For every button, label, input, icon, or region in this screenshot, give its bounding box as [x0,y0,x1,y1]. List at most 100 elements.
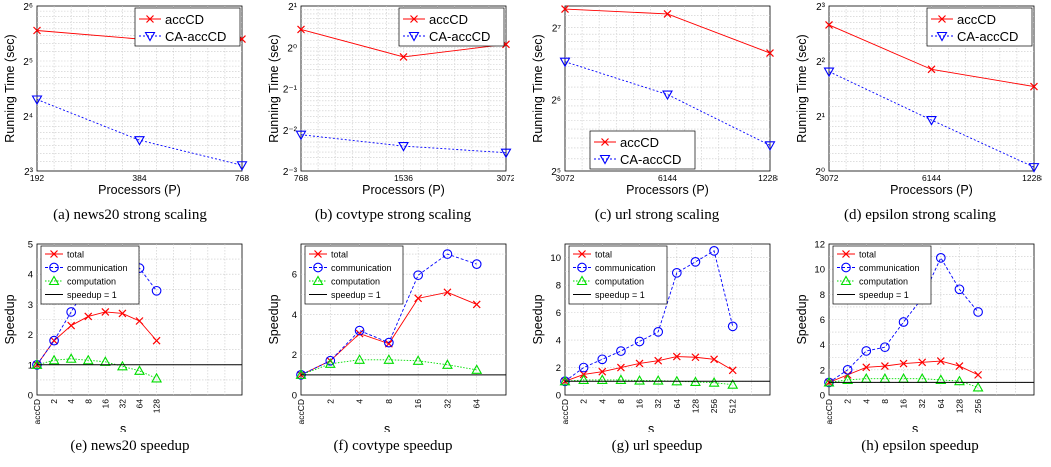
legend-label-total: total [331,250,348,260]
legend-label-ca-acccd: CA-accCD [429,29,490,44]
x-tick-label: 128 [152,399,162,413]
x-axis-label: s [384,422,390,432]
y-tick-label: 2⁵ [23,57,33,68]
data-point-ca-acccd [559,57,571,68]
legend-marker-computation [48,275,60,286]
y-tick-label: 2 [28,330,33,341]
data-point-communication [727,321,738,332]
y-tick-label: 0 [292,391,297,402]
x-tick-label: 64 [672,399,682,409]
data-point-computation [324,358,336,368]
legend: accCD CA-accCD [398,7,505,47]
y-tick-label: 3 [28,300,33,311]
data-point-total [974,370,983,379]
data-point-ca-acccd [31,95,43,106]
y-tick-label: 2 [292,350,297,361]
y-tick-label: 6 [556,308,561,319]
data-point-total [598,367,607,376]
data-point-ca-acccd [134,136,145,146]
caption-f: (f) covtype speedup [333,438,453,454]
series-line-ca-acccd [828,71,1035,168]
x-tick-label: 16 [899,399,909,409]
series-acccd [825,21,1038,91]
chart-news20-speedup: 0 1 2 3 4 5 accCD 2 4 8 16 32 64 128 s Speedup total comm… [3,240,243,432]
data-point-computation [935,374,947,384]
series-computation [31,353,163,383]
y-tick-label: 0 [820,391,825,402]
y-tick-label: 10 [550,253,561,264]
legend-marker-acccd [601,138,609,146]
data-point-ca-acccd [662,90,673,101]
data-point-total [936,357,945,365]
data-point-total [101,308,110,316]
series-ca-acccd [823,67,1040,173]
series-line-ca-acccd [36,99,243,166]
data-point-computation [954,375,965,386]
data-point-computation [471,364,483,374]
data-point-communication [442,249,453,259]
caption-a: (a) news20 strong scaling [53,207,207,223]
legend-marker-acccd [410,15,418,23]
series-line-computation [564,379,733,386]
data-point-communication [634,336,645,347]
data-point-total [672,352,681,361]
legend-marker-acccd [146,15,154,23]
data-point-ca-acccd [236,161,248,171]
data-point-computation [596,374,608,384]
series-acccd [561,5,774,57]
x-tick-label: 12288 [1022,173,1042,183]
data-point-total [728,366,737,375]
legend-marker-ca-acccd [408,31,420,42]
legend-marker-total [314,250,322,258]
y-tick-label: 2 [556,363,561,374]
data-point-total [135,317,144,325]
data-point-total [152,336,161,345]
caption-c: (c) url strong scaling [594,207,720,223]
data-point-communication [880,342,890,353]
y-tick-label: 2⁻¹ [283,85,298,96]
data-point-communication [597,354,608,365]
legend: accCD CA-accCD [589,130,696,170]
series-line-computation [828,378,979,388]
x-axis-label: Processors (P) [626,183,709,197]
x-tick-label: 8 [880,399,890,404]
legend-marker-total [578,250,586,258]
data-point-communication [616,346,626,356]
x-tick-label: 16 [413,399,423,409]
data-point-total [918,358,927,367]
x-tick-label: 2 [843,399,853,404]
x-tick-label: 256 [973,399,983,413]
series-line-communication [300,253,477,376]
data-point-communication [384,337,394,348]
data-point-communication [578,362,589,373]
data-point-total [50,336,59,345]
series-line-communication [828,256,979,383]
legend-marker-computation [576,275,588,286]
data-point-communication [325,355,336,366]
data-point-total [899,359,908,368]
x-tick-label: 4 [861,399,871,404]
y-axis-label: Speedup [267,294,281,344]
legend: total communication computation speedup = 1 [40,245,140,305]
x-tick-label: 32 [653,399,663,409]
legend-label-communication: communication [595,263,656,273]
y-tick-label: 2⁷ [552,24,562,35]
y-tick-label: 2⁵ [551,167,561,178]
y-tick-label: 2⁴ [23,112,33,123]
data-point-total [654,356,663,365]
x-tick-label: 2 [49,399,59,404]
y-tick-label: 2¹ [288,2,298,13]
legend-label-computation: computation [595,277,644,287]
data-point-communication [954,284,965,295]
x-tick-label: 8 [83,399,93,404]
y-axis-label: Speedup [795,294,809,344]
data-point-computation [48,354,60,365]
data-point-ca-acccd [398,142,409,152]
data-point-total [691,353,700,362]
legend-marker-computation [312,275,324,286]
y-tick-label: 6 [820,315,825,326]
x-tick-label: 12288 [758,173,778,183]
y-tick-label: 1 [28,360,33,371]
x-tick-label: accCD [32,399,42,425]
x-tick-label: 768 [235,173,249,183]
